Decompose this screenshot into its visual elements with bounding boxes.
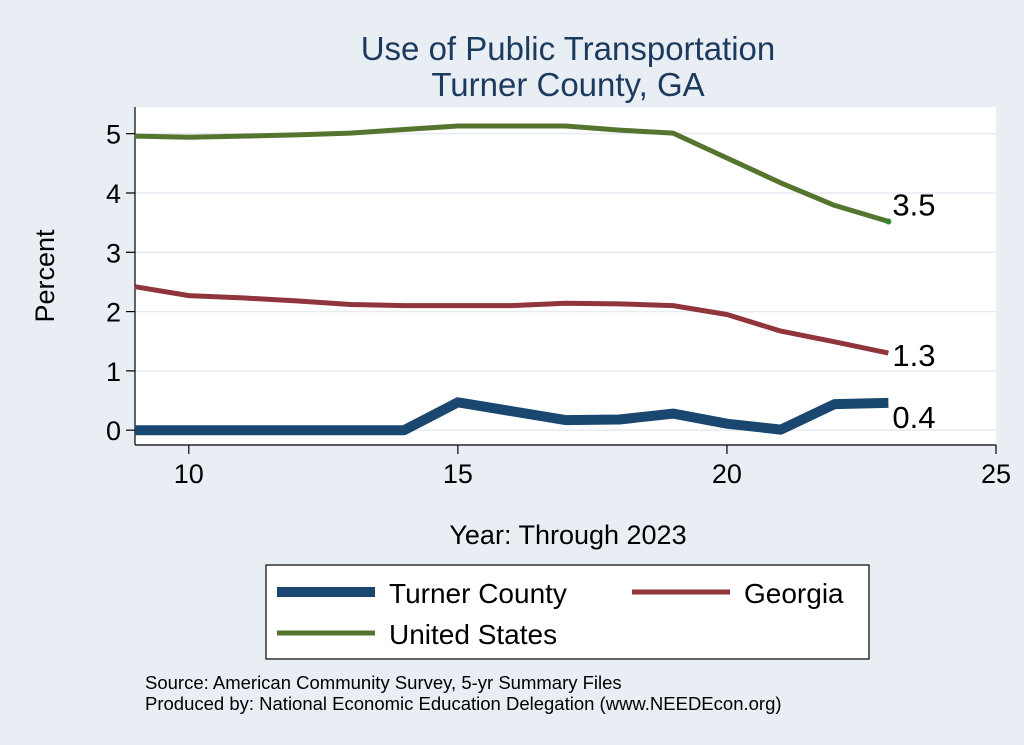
end-label-georgia: 1.3 bbox=[892, 338, 935, 373]
y-axis-label: Percent bbox=[30, 229, 60, 323]
plot-area bbox=[135, 107, 996, 445]
series-line-turner-county bbox=[135, 397, 889, 436]
producer-note: Produced by: National Economic Education… bbox=[145, 693, 782, 714]
y-tick-label-4: 4 bbox=[106, 179, 121, 209]
legend-box bbox=[265, 564, 870, 660]
series-lines bbox=[134, 123, 890, 436]
x-tick-label-20: 20 bbox=[712, 459, 742, 489]
legend-label-united-states: United States bbox=[389, 619, 557, 650]
legend: Turner County Georgia United States bbox=[265, 564, 870, 660]
axes: 0 1 2 3 4 5 10 15 20 25 bbox=[106, 107, 1011, 489]
y-tick-label-2: 2 bbox=[106, 298, 121, 328]
end-labels: 3.5 1.3 0.4 bbox=[885, 187, 935, 435]
chart-title-line-2: Turner County, GA bbox=[431, 66, 704, 103]
legend-label-georgia: Georgia bbox=[744, 578, 844, 609]
legend-label-turner-county: Turner County bbox=[389, 578, 567, 609]
y-tick-label-0: 0 bbox=[106, 416, 121, 446]
y-tick-label-1: 1 bbox=[106, 357, 121, 387]
source-note: Source: American Community Survey, 5-yr … bbox=[145, 672, 622, 693]
end-label-united-states: 3.5 bbox=[892, 187, 935, 222]
chart-title-line-1: Use of Public Transportation bbox=[361, 30, 776, 67]
x-axis-label: Year: Through 2023 bbox=[449, 520, 686, 550]
y-tick-label-5: 5 bbox=[106, 120, 121, 150]
series-line-united-states bbox=[134, 123, 890, 224]
x-tick-label-25: 25 bbox=[981, 459, 1011, 489]
x-tick-label-10: 10 bbox=[174, 459, 204, 489]
end-label-turner-county: 0.4 bbox=[892, 400, 935, 435]
y-tick-label-3: 3 bbox=[106, 238, 121, 268]
x-tick-label-15: 15 bbox=[443, 459, 473, 489]
series-line-georgia bbox=[134, 284, 889, 356]
end-marker-united-states bbox=[885, 218, 892, 225]
